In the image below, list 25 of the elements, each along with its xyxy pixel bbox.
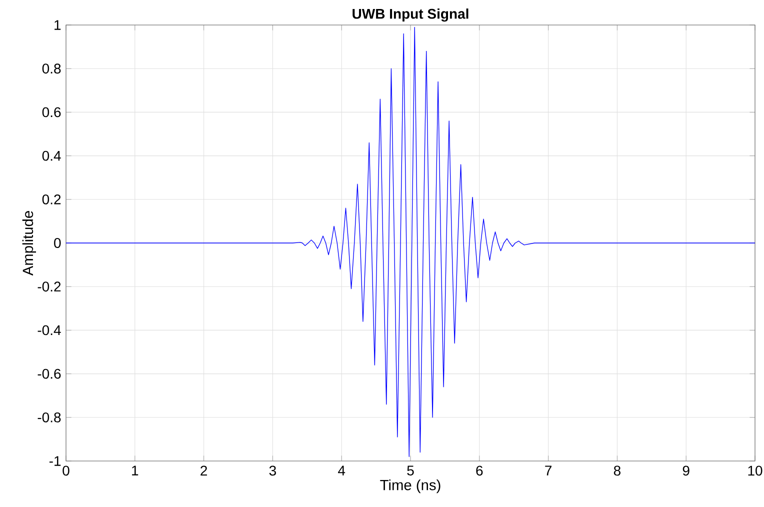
x-tick-label: 2 (200, 466, 207, 476)
y-tick-label: 1 (54, 20, 61, 30)
y-tick-label: 0 (54, 238, 61, 248)
y-tick-label: -0.8 (38, 412, 61, 422)
y-tick-label: 0.4 (42, 150, 61, 161)
y-tick-label: -0.2 (38, 282, 61, 292)
y-axis-title: Amplitude (22, 211, 36, 276)
chart-title: UWB Input Signal (352, 8, 468, 22)
x-tick-label: 1 (132, 466, 138, 476)
y-tick-label: 0.8 (42, 64, 61, 74)
x-tick-label: 10 (748, 466, 762, 476)
y-tick-label: 0.6 (42, 107, 61, 118)
x-axis-title: Time (ns) (380, 479, 440, 494)
x-tick-label: 9 (682, 466, 690, 476)
x-tick-label: 5 (407, 466, 414, 476)
y-tick-label: -1 (49, 456, 61, 466)
y-tick-label: 0.2 (42, 194, 61, 204)
x-tick-label: 4 (338, 466, 346, 476)
x-tick-label: 3 (269, 466, 276, 476)
y-tick-label: -0.6 (38, 368, 61, 379)
x-tick-label: 6 (476, 466, 483, 476)
y-tick-label: -0.4 (38, 325, 61, 336)
x-tick-label: 8 (614, 466, 620, 476)
x-tick-label: 7 (545, 466, 552, 476)
x-tick-label: 0 (62, 466, 70, 476)
